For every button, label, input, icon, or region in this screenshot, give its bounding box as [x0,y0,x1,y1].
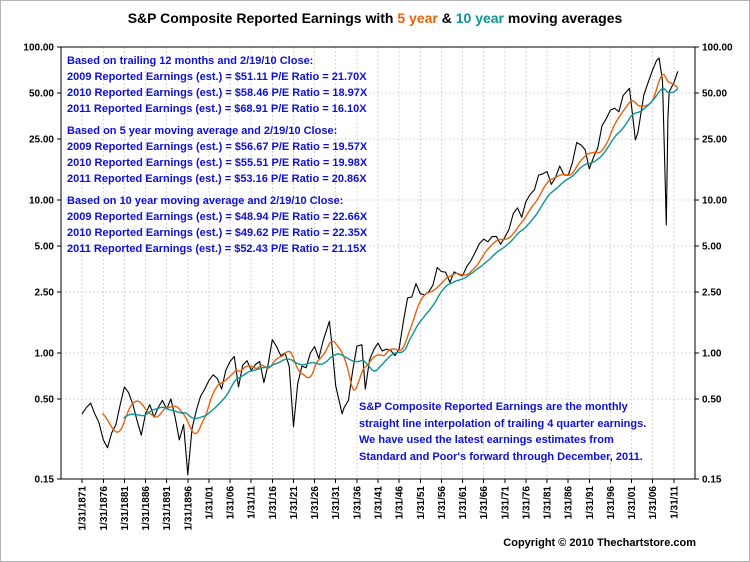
plot-border [60,46,696,480]
annotation-5yr-ma: Based on 5 year moving average and 2/19/… [67,123,367,187]
x-axis-date-label: 1/31/01 [204,486,215,520]
note-line: We have used the latest earnings estimat… [359,434,614,446]
annotation-line-2009: 2009 Reported Earnings (est.) = $48.94 P… [67,211,368,223]
note-line: S&P Composite Reported Earnings are the … [359,401,628,413]
y-axis-label-left: 2.50 [35,288,55,299]
title-5-year-label: 5 year [397,10,438,26]
x-axis-date-label: 1/31/1896 [183,486,194,531]
ma10-line [123,87,679,420]
annotation-line-2011: 2011 Reported Earnings (est.) = $53.16 P… [67,173,367,185]
annotation-header: Based on trailing 12 months and 2/19/10 … [67,55,314,67]
y-axis-label-right: 10.00 [702,195,727,206]
y-axis-label-left: 10.00 [29,195,54,206]
y-axis-label-right: 0.15 [702,475,722,486]
x-axis-date-label: 1/31/11 [247,486,258,519]
x-axis-date-label: 1/31/1881 [120,486,131,531]
annotation-line-2011: 2011 Reported Earnings (est.) = $68.91 P… [67,103,367,115]
x-axis-date-label: 1/31/36 [352,486,363,520]
y-axis-label-left: 25.00 [29,135,54,146]
x-axis-date-label: 1/31/1876 [99,486,110,531]
y-axis-label-left: 50.00 [29,89,54,100]
annotation-line-2009: 2009 Reported Earnings (est.) = $56.67 P… [67,141,368,153]
x-axis-date-label: 1/31/91 [585,486,596,520]
x-axis-date-label: 1/31/01 [627,486,638,520]
title-ampersand: & [437,10,456,26]
y-axis-label-left: 0.15 [35,475,55,486]
x-axis-date-label: 1/31/31 [331,486,342,520]
x-axis-date-label: 1/31/51 [416,486,427,520]
title-10-year-label: 10 year [455,10,505,26]
annotation-10yr-ma: Based on 10 year moving average and 2/19… [67,193,367,257]
x-axis-date-label: 1/31/21 [289,486,300,520]
annotation-line-2010: 2010 Reported Earnings (est.) = $49.62 P… [67,227,368,239]
annotation-line-2009: 2009 Reported Earnings (est.) = $51.11 P… [67,71,367,83]
chart-title: S&P Composite Reported Earnings with 5 y… [1,10,749,26]
y-axis-label-right: 50.00 [702,89,727,100]
copyright-text: Copyright © 2010 Thechartstore.com [503,537,696,549]
annotation-trailing-12-months: Based on trailing 12 months and 2/19/10 … [67,53,367,117]
y-axis-label-right: 2.50 [702,288,722,299]
x-axis-date-label: 1/31/11 [669,486,680,519]
x-axis-date-label: 1/31/71 [500,486,511,520]
x-axis-date-label: 1/31/86 [564,486,575,520]
title-prefix: S&P Composite Reported Earnings with [127,10,398,26]
title-suffix: moving averages [504,10,623,26]
annotation-header: Based on 5 year moving average and 2/19/… [67,125,338,137]
x-axis-date-label: 1/31/06 [648,486,659,520]
ma5-line [102,73,679,435]
x-axis-date-label: 1/31/56 [437,486,448,520]
annotation-line-2011: 2011 Reported Earnings (est.) = $52.43 P… [67,243,367,255]
x-axis-date-label: 1/31/41 [374,486,385,520]
x-axis-date-label: 1/31/1886 [141,486,152,531]
note-line: Standard and Poor's forward through Dece… [359,450,643,463]
x-axis-date-label: 1/31/16 [268,486,279,520]
note-line: straight line interpolation of trailing … [359,417,647,430]
annotation-methodology-note: S&P Composite Reported Earnings are the … [359,399,646,465]
y-axis-label-right: 0.50 [702,395,722,406]
x-axis-date-label: 1/31/81 [543,486,554,520]
y-axis-label-left: 100.00 [23,43,54,54]
y-axis-label-right: 5.00 [702,242,722,253]
x-axis-date-label: 1/31/61 [458,486,469,520]
x-axis-date-label: 1/31/76 [521,486,532,520]
y-axis-label-right: 100.00 [702,43,733,54]
y-axis-label-left: 5.00 [35,242,55,253]
y-axis-label-right: 25.00 [702,135,727,146]
y-axis-label-left: 1.00 [35,348,55,359]
annotation-line-2010: 2010 Reported Earnings (est.) = $55.51 P… [67,157,368,169]
annotation-line-2010: 2010 Reported Earnings (est.) = $58.46 P… [67,87,368,99]
x-axis-date-label: 1/31/66 [479,486,490,520]
earnings-line [81,57,679,476]
x-axis-date-label: 1/31/1891 [162,486,173,531]
x-axis-date-label: 1/31/46 [395,486,406,520]
annotation-header: Based on 10 year moving average and 2/19… [67,195,344,207]
x-axis-date-label: 1/31/1871 [78,486,89,531]
y-axis-label-left: 0.50 [35,395,55,406]
y-axis-label-right: 1.00 [702,348,722,359]
x-axis-date-label: 1/31/26 [310,486,321,520]
x-axis-date-label: 1/31/06 [226,486,237,520]
x-axis-date-label: 1/31/96 [606,486,617,520]
